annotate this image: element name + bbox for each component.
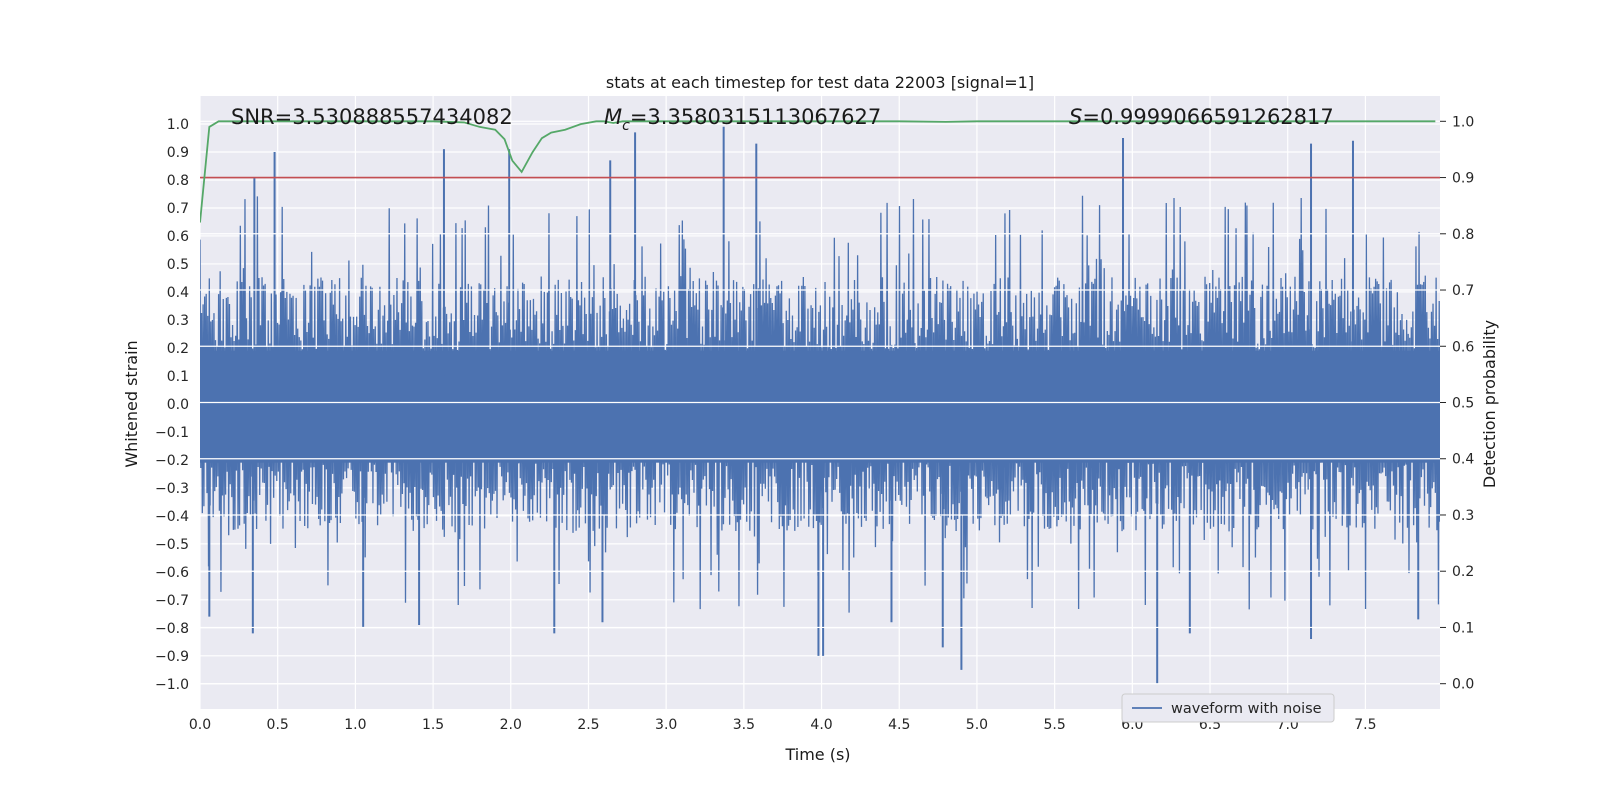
y-tick-label: −0.8 bbox=[155, 621, 189, 637]
x-tick-label: 5.5 bbox=[1044, 717, 1066, 733]
chart-title: stats at each timestep for test data 220… bbox=[606, 73, 1034, 92]
x-tick-label: 4.0 bbox=[810, 717, 832, 733]
chirp-mass-value: =3.3580315113067627 bbox=[630, 105, 881, 129]
x-axis-label: Time (s) bbox=[784, 745, 850, 764]
y-tick-label: −0.4 bbox=[155, 509, 189, 525]
y2-axis-label: Detection probability bbox=[1480, 320, 1499, 488]
y-tick-label: 1.0 bbox=[167, 117, 189, 133]
y-tick-label: 0.4 bbox=[167, 285, 189, 301]
y2-tick-label: 0.3 bbox=[1452, 508, 1474, 524]
s-value: =0.9999066591262817 bbox=[1082, 105, 1333, 129]
x-tick-label: 3.0 bbox=[655, 717, 677, 733]
y2-tick-label: 0.0 bbox=[1452, 677, 1474, 693]
y-tick-label: 0.8 bbox=[167, 173, 189, 189]
chirp-mass-annotation: Mc=3.3580315113067627 bbox=[604, 105, 881, 134]
x-tick-label: 1.0 bbox=[344, 717, 366, 733]
chirp-mass-subscript: c bbox=[622, 118, 630, 134]
y-tick-label: 0.7 bbox=[167, 201, 189, 217]
x-tick-label: 4.5 bbox=[888, 717, 910, 733]
y-tick-label: −1.0 bbox=[155, 677, 189, 693]
chirp-mass-symbol: M bbox=[604, 105, 622, 129]
y2-tick-label: 1.0 bbox=[1452, 114, 1474, 130]
y-tick-label: 0.3 bbox=[167, 313, 189, 329]
snr-annotation: SNR=3.530888557434082 bbox=[231, 105, 513, 129]
y-tick-label: −0.9 bbox=[155, 649, 189, 665]
probability-line bbox=[200, 120, 1436, 223]
y-tick-label: 0.5 bbox=[167, 257, 189, 273]
s-annotation: S=0.9999066591262817 bbox=[1069, 105, 1334, 129]
y-tick-label: −0.3 bbox=[155, 481, 189, 497]
overlay-lines bbox=[200, 120, 1440, 223]
x-tick-label: 3.5 bbox=[733, 717, 755, 733]
y-tick-label: −0.7 bbox=[155, 593, 189, 609]
y-tick-label: −0.6 bbox=[155, 565, 189, 581]
tick-labels: 0.0 0.5 1.0 1.5 2.0 2.5 3.0 3.5 4.0 4.5 5.0 5.5 6.0 6… bbox=[155, 114, 1474, 733]
s-symbol: S bbox=[1069, 105, 1082, 129]
x-tick-label: 2.0 bbox=[500, 717, 522, 733]
x-tick-label: 7.5 bbox=[1354, 717, 1376, 733]
x-tick-label: 5.0 bbox=[966, 717, 988, 733]
legend-label-waveform: waveform with noise bbox=[1171, 701, 1322, 717]
waveform-series bbox=[200, 126, 1440, 684]
y-axis-label: Whitened strain bbox=[122, 340, 141, 467]
y-tick-label: −0.1 bbox=[155, 425, 189, 441]
legend: waveform with noise bbox=[1121, 693, 1335, 723]
y-tick-label: −0.5 bbox=[155, 537, 189, 553]
y-tick-label: 0.2 bbox=[167, 341, 189, 357]
waveform-band bbox=[200, 350, 1440, 463]
x-tick-label: 0.0 bbox=[189, 717, 211, 733]
y2-tick-label: 0.1 bbox=[1452, 620, 1474, 636]
y2-tick-label: 0.9 bbox=[1452, 171, 1474, 187]
x-tick-label: 0.5 bbox=[267, 717, 289, 733]
y-tick-label: 0.0 bbox=[167, 397, 189, 413]
y-tick-label: 0.9 bbox=[167, 145, 189, 161]
x-tick-label: 1.5 bbox=[422, 717, 444, 733]
y2-tick-label: 0.8 bbox=[1452, 227, 1474, 243]
x-tick-label: 2.5 bbox=[577, 717, 599, 733]
y2-tick-label: 0.5 bbox=[1452, 396, 1474, 412]
y-tick-label: −0.2 bbox=[155, 453, 189, 469]
legend-box bbox=[1121, 693, 1335, 723]
y2-tick-label: 0.4 bbox=[1452, 452, 1474, 468]
y2-tick-label: 0.2 bbox=[1452, 564, 1474, 580]
y2-tick-label: 0.7 bbox=[1452, 283, 1474, 299]
y-tick-label: 0.1 bbox=[167, 369, 189, 385]
y2-tick-label: 0.6 bbox=[1452, 339, 1474, 355]
y-tick-label: 0.6 bbox=[167, 229, 189, 245]
